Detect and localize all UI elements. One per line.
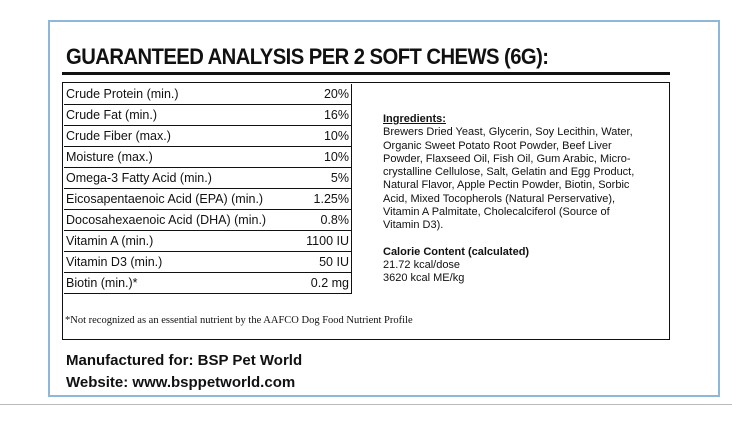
nutrient-value: 0.8%: [297, 209, 352, 231]
table-row: Crude Protein (min.) 20%: [64, 84, 352, 105]
base-line: [0, 404, 732, 405]
table-row: Eicosapentaenoic Acid (EPA) (min.) 1.25%: [64, 188, 352, 210]
nutrient-name: Vitamin A (min.): [64, 230, 298, 252]
nutrient-value: 10%: [297, 146, 352, 168]
nutrient-value: 20%: [297, 84, 352, 105]
footer-line: Website: www.bsppetworld.com: [66, 374, 296, 391]
title-rule: [62, 72, 670, 75]
ingredients-line: Vitamin A Palmitate, Cholecalciferol (So…: [383, 206, 610, 219]
ingredients-line: crystalline Cellulose, Salt, Gelatin and…: [383, 166, 635, 179]
analysis-box: [62, 82, 670, 340]
footer: Manufactured for: BSP Pet World Website: …: [66, 350, 302, 394]
nutrient-value: 1100 IU: [297, 230, 352, 252]
nutrient-value: 1.25%: [297, 188, 352, 210]
calorie-line: 21.72 kcal/dose: [383, 258, 461, 271]
ingredients-text: Brewers Dried Yeast, Glycerin, Soy Lecit…: [383, 126, 634, 232]
table-row: Vitamin D3 (min.) 50 IU: [64, 251, 352, 273]
nutrient-value: 50 IU: [297, 251, 352, 273]
footer-line: Manufactured for: BSP Pet World: [66, 352, 303, 369]
nutrient-name: Biotin (min.)*: [64, 272, 298, 294]
ingredients-line: Natural Flavor, Apple Pectin Powder, Bio…: [383, 179, 630, 192]
nutrient-name: Moisture (max.): [64, 146, 298, 168]
table-row: Vitamin A (min.) 1100 IU: [64, 230, 352, 252]
nutrient-name: Omega-3 Fatty Acid (min.): [64, 167, 298, 189]
nutrient-name: Docosahexaenoic Acid (DHA) (min.): [64, 209, 298, 231]
nutrient-value: 5%: [297, 167, 352, 189]
nutrient-name: Crude Fiber (max.): [64, 125, 298, 147]
nutrient-name: Vitamin D3 (min.): [64, 251, 298, 273]
table-row: Crude Fat (min.) 16%: [64, 104, 352, 126]
table-row: Omega-3 Fatty Acid (min.) 5%: [64, 167, 352, 189]
table-row: Moisture (max.) 10%: [64, 146, 352, 168]
ingredients-heading: Ingredients:: [383, 113, 446, 125]
nutrient-name: Crude Fat (min.): [64, 104, 298, 126]
table-row: Biotin (min.)* 0.2 mg: [64, 272, 352, 294]
ingredients-line: Organic Sweet Potato Root Powder, Beef L…: [383, 139, 612, 152]
table-row: Crude Fiber (max.) 10%: [64, 125, 352, 147]
ingredients-line: Powder, Flaxseed Oil, Fish Oil, Gum Arab…: [383, 152, 631, 165]
nutrient-value: 0.2 mg: [297, 272, 352, 294]
nutrient-name: Eicosapentaenoic Acid (EPA) (min.): [64, 188, 298, 210]
analysis-table: Crude Protein (min.) 20% Crude Fat (min.) 1…: [64, 84, 352, 294]
calorie-line: 3620 kcal ME/kg: [383, 272, 465, 285]
title: GUARANTEED ANALYSIS PER 2 SOFT CHEWS (6G…: [66, 44, 549, 69]
table-row: Docosahexaenoic Acid (DHA) (min.) 0.8%: [64, 209, 352, 231]
label-frame: [48, 20, 720, 397]
ingredients-line: Acid, Mixed Tocopherols (Natural Perserv…: [383, 192, 616, 205]
ingredients: Ingredients: Brewers Dried Yeast, Glycer…: [383, 113, 634, 286]
footnote: *Not recognized as an essential nutrient…: [65, 315, 413, 326]
calorie-heading: Calorie Content (calculated): [383, 245, 530, 258]
ingredients-line: Vitamin D3).: [383, 219, 444, 232]
nutrient-value: 10%: [297, 125, 352, 147]
nutrient-name: Crude Protein (min.): [64, 84, 298, 105]
nutrient-value: 16%: [297, 104, 352, 126]
ingredients-line: Brewers Dried Yeast, Glycerin, Soy Lecit…: [383, 126, 633, 139]
calorie-text: 21.72 kcal/dose 3620 kcal ME/kg: [383, 259, 634, 286]
